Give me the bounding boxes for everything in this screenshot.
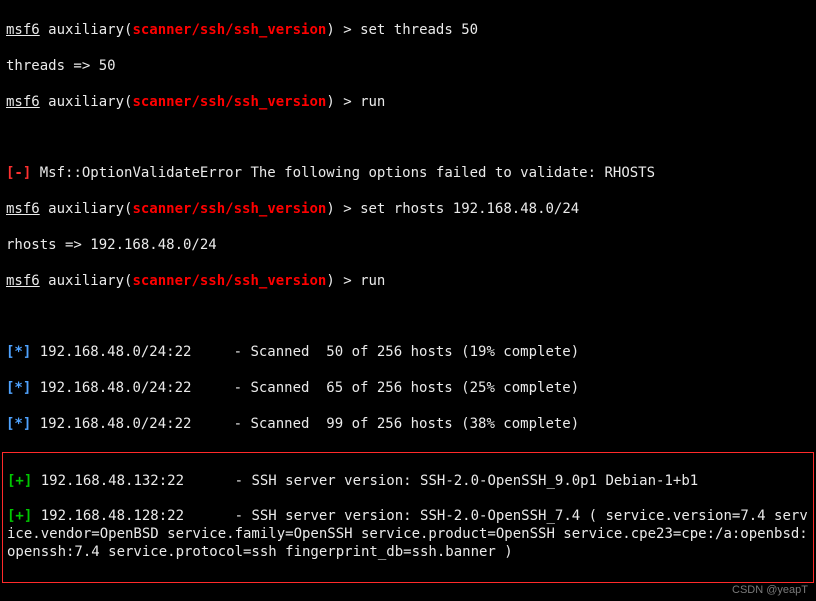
- info-marker: [*]: [6, 416, 31, 432]
- cmd-set-rhosts: set rhosts 192.168.48.0/24: [360, 201, 579, 217]
- line-threads-out: threads => 50: [6, 58, 810, 76]
- prompt-app: msf6: [6, 22, 40, 38]
- scan-progress-0: [*] 192.168.48.0/24:22 - Scanned 50 of 2…: [6, 344, 810, 362]
- ok-marker: [+]: [7, 508, 32, 524]
- scan-progress-2: [*] 192.168.48.0/24:22 - Scanned 99 of 2…: [6, 416, 810, 434]
- scan-progress-text: 192.168.48.0/24:22 - Scanned 99 of 256 h…: [31, 416, 579, 432]
- line-prompt-run-1: msf6 auxiliary(scanner/ssh/ssh_version) …: [6, 94, 810, 112]
- cmd-run-2: run: [360, 273, 385, 289]
- scan-progress-text: 192.168.48.0/24:22 - Scanned 65 of 256 h…: [31, 380, 579, 396]
- ok-marker: [+]: [7, 473, 32, 489]
- prompt-module: scanner/ssh/ssh_version: [132, 22, 326, 38]
- line-prompt-set-rhosts: msf6 auxiliary(scanner/ssh/ssh_version) …: [6, 201, 810, 219]
- blank-1: [6, 129, 810, 147]
- highlight-hits: [+] 192.168.48.132:22 - SSH server versi…: [2, 452, 814, 583]
- hit-b: [+] 192.168.48.128:22 - SSH server versi…: [7, 508, 809, 562]
- hit-a: [+] 192.168.48.132:22 - SSH server versi…: [7, 473, 809, 491]
- blank-2: [6, 308, 810, 326]
- line-prompt-run-2: msf6 auxiliary(scanner/ssh/ssh_version) …: [6, 273, 810, 291]
- err-marker: [-]: [6, 165, 31, 181]
- info-marker: [*]: [6, 380, 31, 396]
- terminal-output: msf6 auxiliary(scanner/ssh/ssh_version) …: [0, 0, 816, 601]
- scan-progress-1: [*] 192.168.48.0/24:22 - Scanned 65 of 2…: [6, 380, 810, 398]
- cmd-run-1: run: [360, 94, 385, 110]
- cmd-set-threads: set threads 50: [360, 22, 478, 38]
- line-validate-error: [-] Msf::OptionValidateError The followi…: [6, 165, 810, 183]
- info-marker: [*]: [6, 344, 31, 360]
- watermark: CSDN @yeapT: [732, 583, 808, 597]
- line-rhosts-out: rhosts => 192.168.48.0/24: [6, 237, 810, 255]
- line-prompt-set-threads: msf6 auxiliary(scanner/ssh/ssh_version) …: [6, 22, 810, 40]
- scan-progress-text: 192.168.48.0/24:22 - Scanned 50 of 256 h…: [31, 344, 579, 360]
